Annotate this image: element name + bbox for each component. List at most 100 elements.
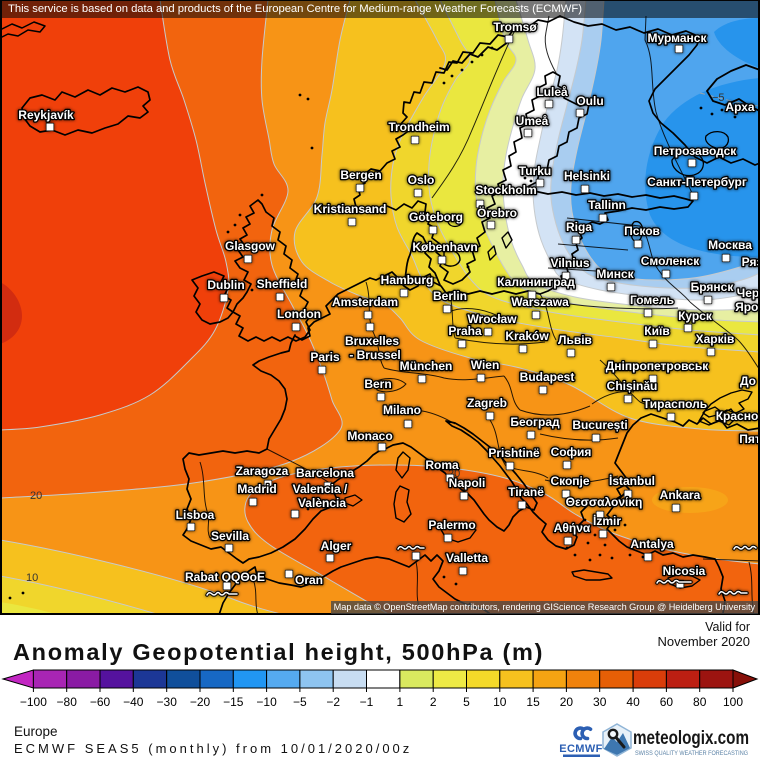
svg-text:−1: −1 (360, 695, 374, 709)
svg-text:Львів: Львів (558, 333, 592, 347)
svg-text:−20: −20 (190, 695, 211, 709)
svg-text:Riga: Riga (566, 220, 592, 234)
svg-text:Брянск: Брянск (691, 280, 735, 294)
svg-text:Красно: Красно (716, 409, 759, 423)
svg-text:Пят: Пят (739, 432, 760, 446)
svg-text:meteologix.com: meteologix.com (633, 728, 749, 749)
svg-text:Sheffield: Sheffield (257, 277, 308, 291)
svg-text:Trondheim: Trondheim (388, 120, 449, 134)
svg-text:Петрозаводск: Петрозаводск (654, 144, 738, 158)
svg-text:Barcelona: Barcelona (296, 466, 354, 480)
svg-text:−2: −2 (326, 695, 340, 709)
svg-text:Арха: Арха (725, 100, 755, 114)
svg-text:30: 30 (593, 695, 607, 709)
svg-text:−30: −30 (157, 695, 178, 709)
svg-text:Turku: Turku (519, 164, 551, 178)
svg-text:Курск: Курск (678, 309, 713, 323)
svg-text:10: 10 (493, 695, 507, 709)
svg-text:Monaco: Monaco (347, 429, 392, 443)
svg-text:Tallinn: Tallinn (588, 198, 626, 212)
svg-text:Ankara: Ankara (660, 488, 701, 502)
svg-text:Sevilla: Sevilla (211, 529, 249, 543)
svg-text:Минск: Минск (596, 267, 634, 281)
svg-text:100: 100 (723, 695, 743, 709)
svg-text:−15: −15 (223, 695, 244, 709)
svg-text:20: 20 (560, 695, 574, 709)
svg-text:Bruxelles: Bruxelles (345, 334, 399, 348)
svg-text:Vilnius: Vilnius (550, 256, 589, 270)
svg-text:Alger: Alger (321, 539, 352, 553)
svg-text:60: 60 (660, 695, 674, 709)
svg-text:20: 20 (30, 490, 42, 502)
svg-text:Berlin: Berlin (433, 289, 467, 303)
svg-text:Москва: Москва (708, 238, 752, 252)
svg-text:Helsinki: Helsinki (564, 169, 610, 183)
svg-text:- Brussel: - Brussel (349, 348, 400, 362)
svg-text:Hamburg: Hamburg (381, 273, 434, 287)
svg-text:Калининград: Калининград (497, 275, 575, 289)
svg-text:Prishtinë: Prishtinë (488, 446, 540, 460)
svg-text:80: 80 (693, 695, 707, 709)
svg-text:Zaragoza: Zaragoza (236, 464, 289, 478)
svg-text:Roma: Roma (425, 458, 459, 472)
svg-text:SWISS QUALITY WEATHER FORECAST: SWISS QUALITY WEATHER FORECASTING (635, 750, 748, 757)
svg-text:Warszawa: Warszawa (511, 295, 569, 309)
svg-text:Nicosia: Nicosia (663, 564, 706, 578)
svg-text:5: 5 (463, 695, 470, 709)
svg-text:Reykjavík: Reykjavík (18, 108, 74, 122)
svg-text:До: До (740, 374, 756, 388)
svg-text:Wien: Wien (471, 358, 500, 372)
svg-text:Чер: Чер (737, 286, 759, 300)
svg-text:İzmir: İzmir (593, 513, 621, 528)
svg-text:Göteborg: Göteborg (409, 210, 463, 224)
svg-text:València: València (298, 496, 346, 510)
svg-text:Rabat QQΘoE: Rabat QQΘoE (185, 570, 265, 584)
svg-text:1: 1 (397, 695, 404, 709)
svg-text:Madrid: Madrid (237, 482, 276, 496)
svg-text:Oulu: Oulu (576, 94, 603, 108)
svg-text:Смоленск: Смоленск (641, 254, 700, 268)
svg-text:Valencia /: Valencia / (293, 482, 348, 496)
svg-text:Praha: Praha (448, 324, 482, 338)
svg-text:Umeå: Umeå (516, 114, 549, 128)
svg-text:München: München (400, 359, 453, 373)
svg-text:Paris: Paris (310, 350, 340, 364)
svg-text:Αθήνα: Αθήνα (554, 521, 591, 535)
svg-text:Antalya: Antalya (630, 537, 674, 551)
svg-text:Дніпропетровськ: Дніпропетровськ (606, 359, 709, 373)
svg-text:−80: −80 (57, 695, 78, 709)
svg-text:Санкт-Петербург: Санкт-Петербург (647, 175, 747, 189)
svg-text:Amsterdam: Amsterdam (332, 295, 398, 309)
svg-text:Stockholm: Stockholm (475, 183, 536, 197)
svg-text:Luleå: Luleå (536, 85, 568, 99)
svg-text:15: 15 (526, 695, 540, 709)
svg-text:Псков: Псков (624, 224, 660, 238)
svg-text:Dublin: Dublin (207, 278, 244, 292)
svg-text:ECMWF: ECMWF (559, 743, 603, 755)
svg-text:София: София (551, 445, 592, 459)
svg-text:İstanbul: İstanbul (609, 473, 655, 488)
svg-text:−10: −10 (256, 695, 277, 709)
svg-text:București: București (572, 418, 627, 432)
svg-text:Гомель: Гомель (630, 293, 674, 307)
svg-text:−40: −40 (123, 695, 144, 709)
svg-text:2: 2 (430, 695, 437, 709)
svg-text:−100: −100 (20, 695, 47, 709)
svg-text:Београд: Београд (510, 415, 560, 429)
svg-text:Wrocław: Wrocław (467, 312, 517, 326)
svg-text:Palermo: Palermo (428, 518, 475, 532)
svg-text:Örebro: Örebro (477, 205, 517, 220)
svg-text:40: 40 (626, 695, 640, 709)
svg-text:Kristiansand: Kristiansand (314, 202, 387, 216)
svg-text:Budapest: Budapest (520, 370, 575, 384)
svg-text:Zagreb: Zagreb (467, 396, 507, 410)
svg-text:−60: −60 (90, 695, 111, 709)
svg-text:Ряз: Ряз (742, 255, 760, 269)
svg-text:København: København (412, 240, 477, 254)
svg-text:London: London (277, 307, 321, 321)
svg-text:Bern: Bern (364, 377, 391, 391)
svg-text:Скопје: Скопје (550, 474, 589, 488)
svg-text:Kraków: Kraków (505, 329, 549, 343)
svg-text:−5: −5 (293, 695, 307, 709)
svg-text:Θεσσαλονίκη: Θεσσαλονίκη (566, 495, 643, 509)
